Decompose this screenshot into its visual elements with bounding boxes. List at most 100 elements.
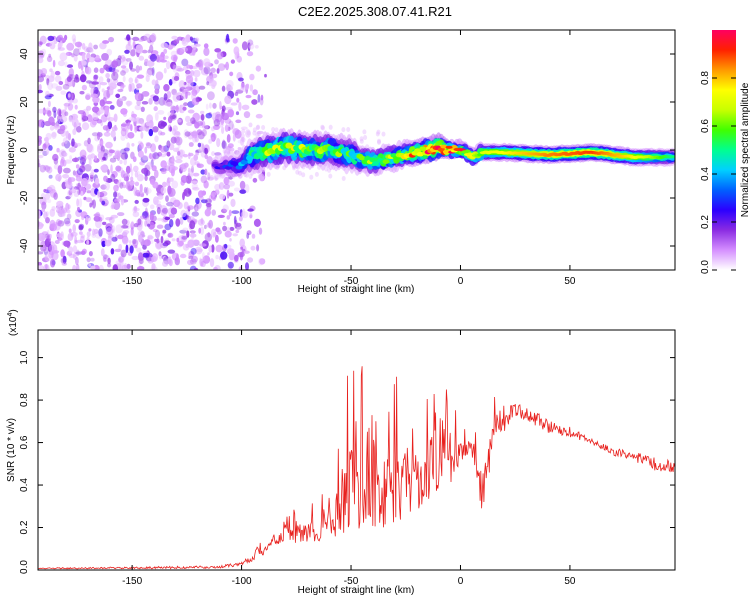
noise-speck — [232, 233, 238, 237]
noise-speck — [194, 43, 201, 47]
noise-speck — [165, 60, 171, 70]
noise-speck — [192, 239, 200, 244]
noise-speck — [95, 177, 100, 185]
noise-speck — [146, 162, 153, 170]
noise-speck — [78, 198, 83, 208]
noise-speck — [99, 197, 103, 203]
noise-speck — [91, 81, 99, 85]
noise-speck — [235, 119, 242, 124]
noise-speck — [90, 153, 96, 159]
noise-speck — [249, 73, 255, 81]
noise-speck — [221, 126, 225, 134]
noise-speck — [71, 34, 77, 42]
noise-speck — [258, 258, 264, 266]
noise-speck — [186, 205, 195, 210]
noise-speck — [234, 254, 239, 262]
noise-speck — [222, 148, 227, 154]
noise-speck — [38, 121, 44, 128]
noise-speck — [48, 244, 55, 252]
signal-track-cell — [440, 144, 448, 149]
noise-speck — [93, 74, 99, 80]
noise-speck — [197, 219, 205, 226]
noise-speck — [173, 54, 178, 63]
noise-speck — [166, 201, 174, 207]
noise-speck — [72, 245, 78, 254]
noise-speck — [233, 46, 240, 56]
noise-speck — [57, 34, 64, 42]
noise-speck — [44, 192, 51, 200]
noise-speck — [221, 85, 226, 92]
noise-speck — [171, 180, 179, 189]
noise-speck — [169, 126, 173, 132]
noise-speck — [359, 136, 364, 142]
noise-speck — [92, 106, 99, 113]
noise-speck — [170, 50, 178, 57]
noise-speck — [68, 116, 74, 123]
noise-speck — [226, 189, 230, 199]
noise-speck — [97, 190, 101, 199]
noise-speck — [226, 215, 230, 220]
noise-speck — [157, 151, 163, 157]
noise-speck — [240, 211, 249, 219]
noise-speck — [93, 67, 99, 73]
noise-speck — [102, 97, 107, 105]
noise-speck — [168, 79, 173, 86]
noise-speck — [51, 250, 60, 254]
colorbar-label: Normalized spectral amplitude — [740, 82, 750, 217]
noise-speck — [166, 151, 171, 157]
noise-speck — [102, 221, 107, 226]
noise-speck — [43, 211, 48, 219]
noise-speck — [100, 184, 107, 190]
noise-speck — [176, 67, 184, 72]
noise-speck — [196, 163, 201, 167]
noise-speck — [112, 264, 118, 270]
noise-speck — [122, 173, 130, 179]
noise-speck — [247, 257, 254, 263]
noise-speck — [136, 83, 143, 89]
noise-speck — [160, 145, 167, 153]
noise-speck — [180, 46, 188, 53]
noise-speck — [202, 255, 211, 264]
noise-speck — [177, 150, 181, 156]
noise-speck — [210, 132, 217, 141]
noise-speck — [177, 202, 183, 209]
noise-speck — [162, 229, 167, 234]
noise-speck — [102, 125, 109, 131]
noise-speck — [80, 235, 85, 243]
noise-speck — [200, 260, 206, 268]
noise-speck — [89, 172, 95, 178]
noise-speck — [171, 35, 178, 40]
noise-speck — [180, 175, 188, 184]
noise-speck — [91, 132, 99, 137]
noise-speck — [187, 109, 195, 114]
noise-speck — [156, 238, 160, 244]
noise-speck — [109, 157, 117, 163]
y-tick-label: 0.8 — [19, 393, 30, 407]
noise-speck — [145, 187, 149, 196]
noise-speck — [191, 211, 199, 217]
noise-speck — [328, 173, 333, 179]
noise-speck — [207, 252, 210, 256]
noise-speck — [210, 228, 217, 238]
noise-speck — [228, 120, 234, 130]
noise-speck — [206, 81, 210, 86]
noise-speck — [107, 262, 112, 268]
noise-speck — [123, 158, 127, 166]
noise-speck — [226, 84, 232, 93]
noise-speck — [232, 38, 238, 44]
noise-speck — [92, 112, 99, 121]
noise-speck — [192, 172, 200, 177]
noise-speck — [125, 119, 132, 124]
noise-speck — [139, 65, 143, 71]
noise-speck — [377, 138, 381, 144]
noise-speck — [142, 252, 150, 258]
noise-speck — [126, 122, 131, 130]
noise-speck — [108, 149, 115, 154]
noise-speck — [74, 239, 78, 245]
noise-speck — [56, 219, 61, 227]
noise-speck — [86, 80, 92, 84]
noise-speck — [241, 41, 248, 51]
noise-speck — [135, 189, 141, 197]
noise-speck — [173, 76, 180, 81]
x-tick-label: 50 — [564, 576, 576, 587]
